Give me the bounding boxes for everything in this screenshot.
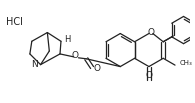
Text: CH₃: CH₃ — [180, 60, 193, 66]
Text: N: N — [31, 60, 38, 69]
Text: O: O — [145, 71, 152, 80]
Text: O: O — [71, 51, 78, 60]
Text: HCl: HCl — [6, 17, 23, 27]
Text: O: O — [93, 64, 100, 73]
Text: O: O — [147, 28, 154, 37]
Text: H: H — [65, 35, 71, 44]
